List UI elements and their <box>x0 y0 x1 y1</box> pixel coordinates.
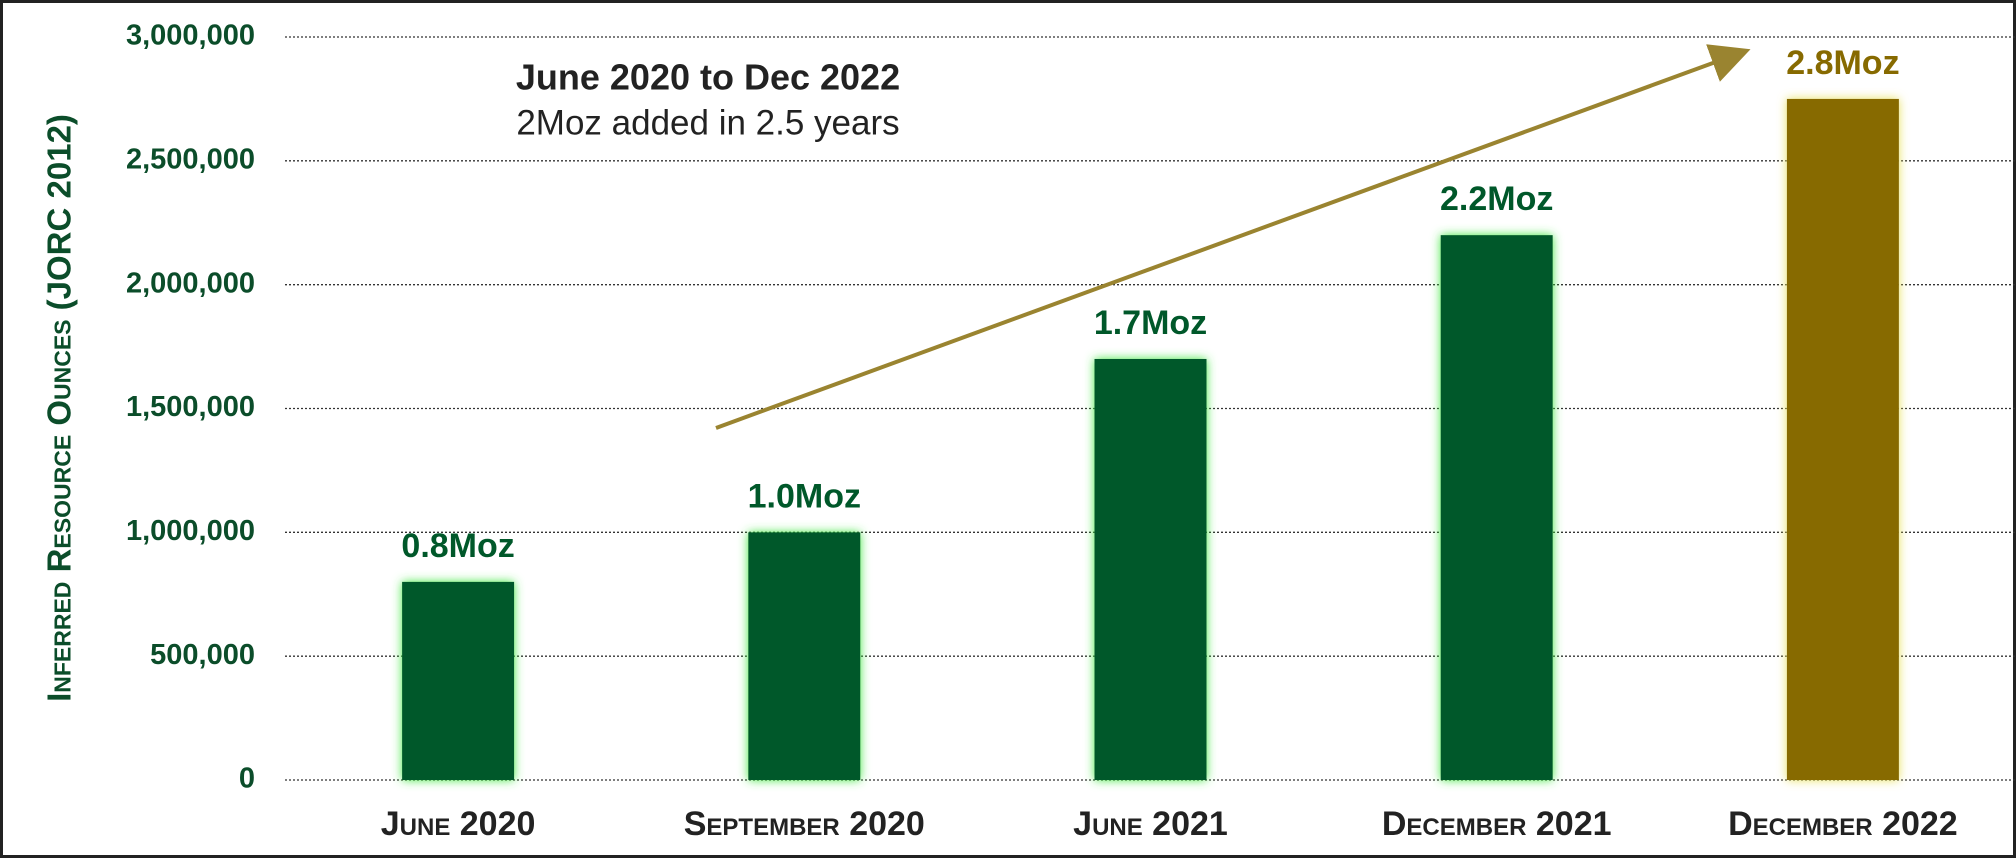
bar <box>1094 358 1207 780</box>
value-label: 0.8Moz <box>401 527 514 565</box>
value-label: 2.2Moz <box>1440 180 1553 218</box>
x-tick-label: June 2020 <box>381 805 536 843</box>
annotation-title: June 2020 to Dec 2022 <box>516 57 900 98</box>
y-tick-label: 1,500,000 <box>126 391 255 423</box>
bar <box>1786 98 1899 780</box>
value-label: 2.8Moz <box>1786 44 1899 82</box>
bar <box>748 532 861 780</box>
bar <box>1440 235 1553 781</box>
trend-arrow <box>715 44 1751 430</box>
y-axis-label: Inferred Resource Ounces (JORC 2012) <box>41 114 78 702</box>
y-tick-label: 3,000,000 <box>126 20 255 52</box>
x-tick-label: September 2020 <box>684 805 925 843</box>
x-tick-label: June 2021 <box>1073 805 1228 843</box>
x-tick-label: December 2022 <box>1728 805 1958 843</box>
bar <box>402 581 515 780</box>
value-label: 1.0Moz <box>748 477 861 515</box>
y-tick-label: 2,500,000 <box>126 143 255 175</box>
x-tick-label: December 2021 <box>1382 805 1612 843</box>
y-tick-label: 1,000,000 <box>126 515 255 547</box>
y-tick-label: 0 <box>239 763 255 795</box>
y-tick-label: 2,000,000 <box>126 267 255 299</box>
value-label: 1.7Moz <box>1094 304 1207 342</box>
annotation-subtitle: 2Moz added in 2.5 years <box>516 103 899 142</box>
y-tick-label: 500,000 <box>150 639 255 671</box>
